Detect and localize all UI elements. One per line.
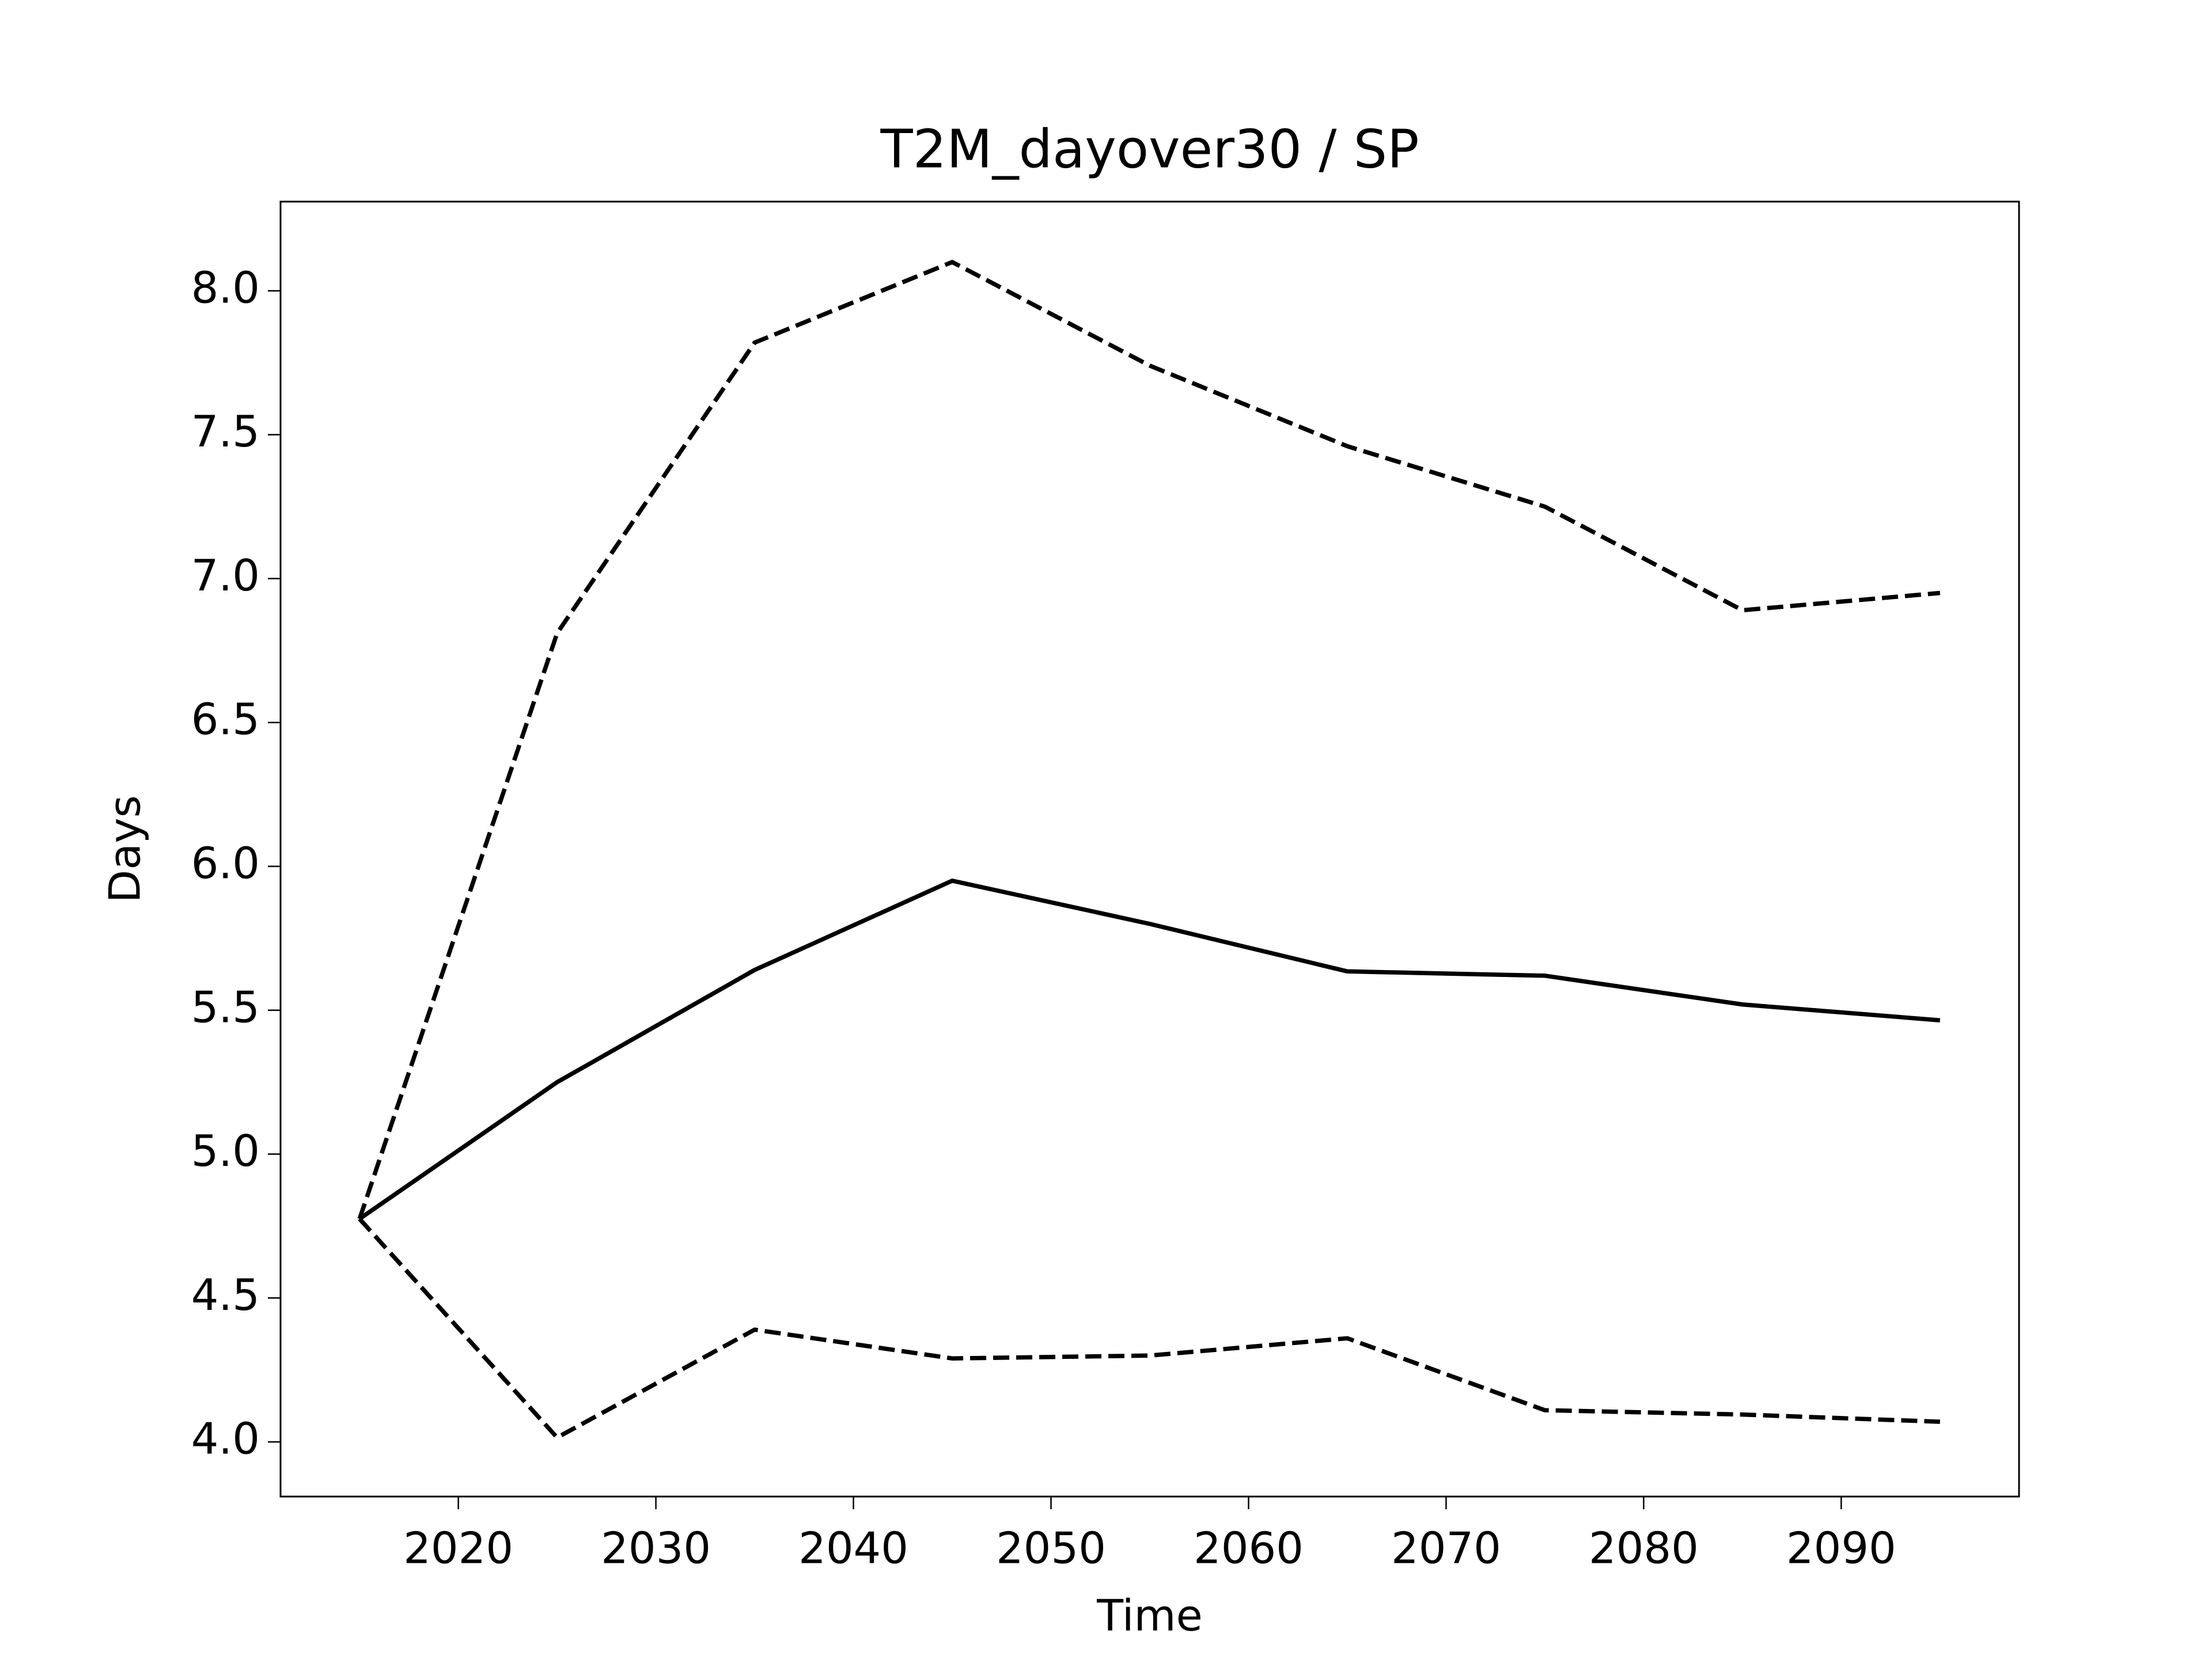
x-tick-label: 2020 xyxy=(403,1523,513,1574)
y-axis-label: Days xyxy=(100,795,150,903)
y-tick-label: 5.5 xyxy=(191,982,260,1032)
series-line xyxy=(358,878,1941,1221)
series-line xyxy=(357,260,1941,1220)
plot-frame xyxy=(279,200,2020,1498)
y-tick-label: 4.5 xyxy=(191,1270,260,1320)
y-tick-label: 5.0 xyxy=(191,1126,260,1176)
x-tick-label: 2090 xyxy=(1786,1523,1896,1574)
series-line xyxy=(358,1217,1940,1440)
x-tick-label: 2050 xyxy=(996,1523,1106,1574)
x-tick-label: 2040 xyxy=(798,1523,908,1574)
y-tick-label: 7.5 xyxy=(191,406,260,457)
chart-title: T2M_dayover30 / SP xyxy=(880,118,1419,180)
x-tick-label: 2070 xyxy=(1391,1523,1501,1574)
x-tick-label: 2060 xyxy=(1194,1523,1304,1574)
x-tick-label: 2030 xyxy=(601,1523,711,1574)
x-tick-label: 2080 xyxy=(1589,1523,1699,1574)
y-tick-label: 6.5 xyxy=(191,694,260,745)
y-tick-label: 6.0 xyxy=(191,838,260,888)
y-tick-label: 4.0 xyxy=(191,1414,260,1464)
y-tick-label: 7.0 xyxy=(191,550,260,601)
y-tick-label: 8.0 xyxy=(191,262,260,313)
x-axis-label: Time xyxy=(1096,1590,1203,1641)
